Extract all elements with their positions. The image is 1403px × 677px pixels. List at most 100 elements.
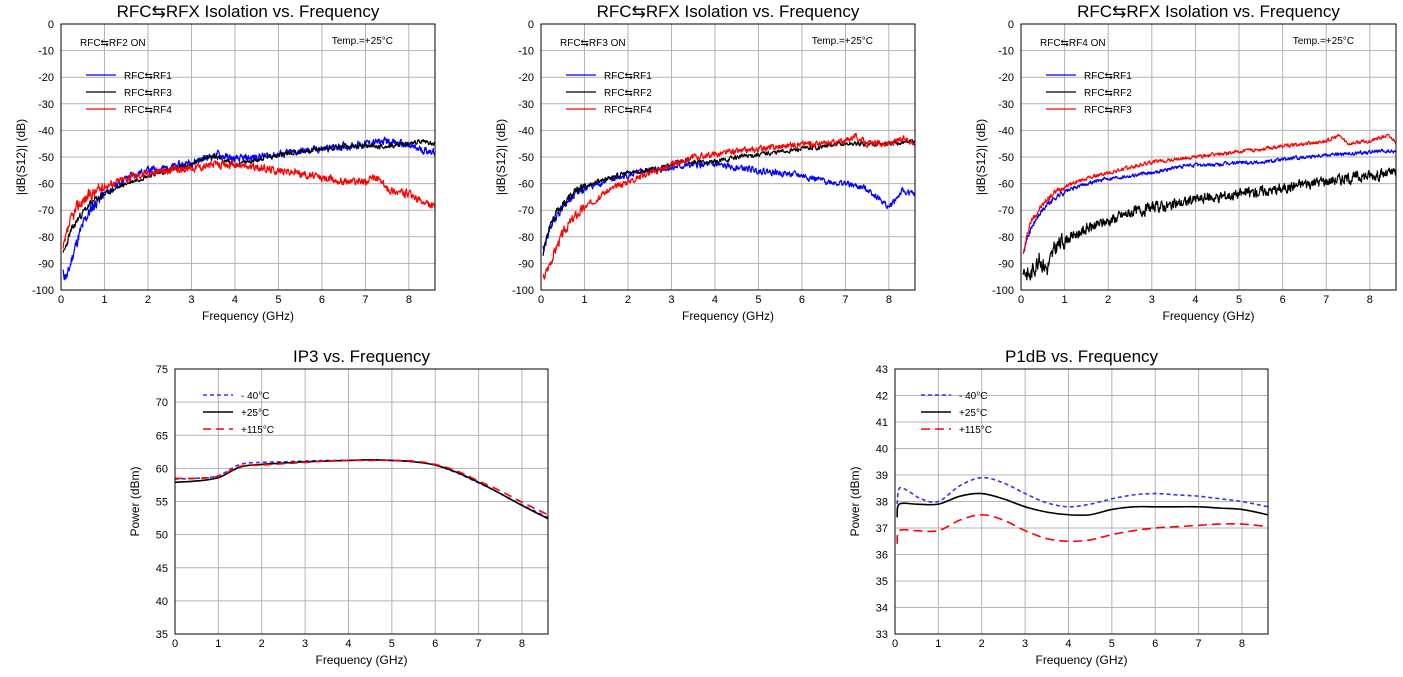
x-tick-label: 7 <box>842 294 848 306</box>
y-axis-label: Power (dBm) <box>848 466 862 536</box>
y-tick-label: 35 <box>156 629 168 641</box>
x-tick-label: 4 <box>345 638 351 650</box>
x-tick-label: 7 <box>362 294 368 306</box>
x-axis-label: Frequency (GHz) <box>202 309 294 323</box>
legend-label: RFC⇆RF1 <box>604 71 652 82</box>
legend: - 40°C +25°C +115°C <box>921 391 992 436</box>
chart-2: 0 1 2 3 4 5 6 7 8 0 -10 -20 -30 -40 -50 -60 -70 -80 -90 -10… <box>494 2 916 323</box>
y-tick-label: 35 <box>876 576 888 588</box>
legend-label: RFC⇆RF3 <box>1084 105 1132 116</box>
series-group <box>542 132 915 280</box>
legend-label: RFC⇆RF2 <box>604 88 652 99</box>
series-line-1 <box>175 458 548 519</box>
series-line-3 <box>1022 133 1396 255</box>
y-tick-label: 42 <box>876 391 888 403</box>
x-tick-label: 8 <box>886 294 892 306</box>
temperature-note: Temp.=+25°C <box>812 36 873 47</box>
series-line-2 <box>896 492 1268 518</box>
x-tick-label: 3 <box>1022 638 1028 650</box>
y-tick-label: 41 <box>876 417 888 429</box>
legend-label: +115°C <box>959 425 992 436</box>
x-tick-label: 2 <box>625 294 631 306</box>
legend: RFC⇆RF1 RFC⇆RF2 RFC⇆RF3 <box>1046 71 1132 116</box>
y-tick-label: 70 <box>156 397 168 409</box>
y-tick-label: -80 <box>518 232 534 244</box>
chart-3: 0 1 2 3 4 5 6 7 8 0 -10 -20 -30 -40 -50 -60 -70 -80 -90 -10… <box>974 2 1397 323</box>
y-tick-label: 39 <box>876 470 888 482</box>
plot-frame <box>1020 23 1397 291</box>
chart-title: P1dB vs. Frequency <box>1005 347 1159 366</box>
x-tick-label: 8 <box>406 294 412 306</box>
x-tick-label: 0 <box>892 638 898 650</box>
chart-title: IP3 vs. Frequency <box>293 347 431 366</box>
y-tick-label: -90 <box>998 258 1014 270</box>
y-axis-label: |dB(S12)| (dB) <box>14 119 28 195</box>
x-tick-label: 5 <box>755 294 761 306</box>
x-tick-label: 6 <box>432 638 438 650</box>
x-axis-label: Frequency (GHz) <box>682 309 774 323</box>
y-tick-label: 0 <box>528 19 534 31</box>
x-tick-label: 5 <box>1236 294 1242 306</box>
y-tick-label: 37 <box>876 523 888 535</box>
y-tick-label: -80 <box>998 232 1014 244</box>
x-tick-label: 5 <box>389 638 395 650</box>
y-tick-label: -20 <box>518 72 534 84</box>
y-tick-label: 65 <box>156 430 168 442</box>
y-tick-label: 34 <box>876 603 888 615</box>
x-axis-label: Frequency (GHz) <box>1162 309 1254 323</box>
x-tick-label: 0 <box>1018 294 1024 306</box>
legend-label: RFC⇆RF4 <box>604 105 652 116</box>
x-tick-label: 6 <box>319 294 325 306</box>
chart-title: RFC⇆RFX Isolation vs. Frequency <box>117 2 380 21</box>
y-tick-label: 43 <box>876 364 888 376</box>
y-axis-label: |dB(S12)| (dB) <box>494 119 508 195</box>
y-tick-label: -20 <box>998 72 1014 84</box>
series-group <box>175 458 548 520</box>
y-tick-label: 75 <box>156 364 168 376</box>
y-tick-label: 38 <box>876 497 888 509</box>
y-tick-label: -90 <box>518 258 534 270</box>
temperature-note: Temp.=+25°C <box>1293 36 1354 47</box>
x-tick-label: 5 <box>275 294 281 306</box>
x-tick-label: 6 <box>799 294 805 306</box>
y-tick-label: -100 <box>992 285 1014 297</box>
y-tick-label: -60 <box>518 179 534 191</box>
series-line-2 <box>62 138 435 253</box>
y-tick-label: 40 <box>876 444 888 456</box>
x-tick-label: 2 <box>259 638 265 650</box>
y-tick-label: -100 <box>512 285 534 297</box>
series-line-3 <box>62 159 435 249</box>
y-tick-label: 45 <box>156 563 168 575</box>
y-tick-label: 33 <box>876 629 888 641</box>
series-group <box>1022 133 1396 281</box>
x-tick-label: 0 <box>58 294 64 306</box>
series-line-1 <box>542 160 915 251</box>
x-tick-label: 8 <box>519 638 525 650</box>
x-tick-label: 1 <box>935 638 941 650</box>
x-tick-label: 7 <box>476 638 482 650</box>
legend-label: +115°C <box>241 425 274 436</box>
legend-label: RFC⇆RF1 <box>124 71 172 82</box>
y-tick-label: -60 <box>998 179 1014 191</box>
y-tick-label: -40 <box>518 125 534 137</box>
legend-label: - 40°C <box>241 391 269 402</box>
x-tick-label: 4 <box>1065 638 1071 650</box>
legend-label: RFC⇆RF2 <box>1084 88 1132 99</box>
switch-state-note: RFC⇆RF3 ON <box>560 38 626 49</box>
x-tick-label: 4 <box>712 294 718 306</box>
y-tick-label: 40 <box>156 596 168 608</box>
x-tick-label: 2 <box>979 638 985 650</box>
x-tick-label: 6 <box>1152 638 1158 650</box>
legend-label: RFC⇆RF3 <box>124 88 172 99</box>
x-tick-label: 4 <box>232 294 238 306</box>
x-tick-label: 4 <box>1192 294 1198 306</box>
x-tick-label: 1 <box>101 294 107 306</box>
y-tick-label: -30 <box>518 99 534 111</box>
series-line-2 <box>1022 167 1396 281</box>
series-line-3 <box>896 513 1268 545</box>
series-line-1 <box>1023 148 1396 253</box>
y-tick-label: -50 <box>518 152 534 164</box>
y-tick-label: 36 <box>876 550 888 562</box>
legend-label: RFC⇆RF4 <box>124 105 172 116</box>
